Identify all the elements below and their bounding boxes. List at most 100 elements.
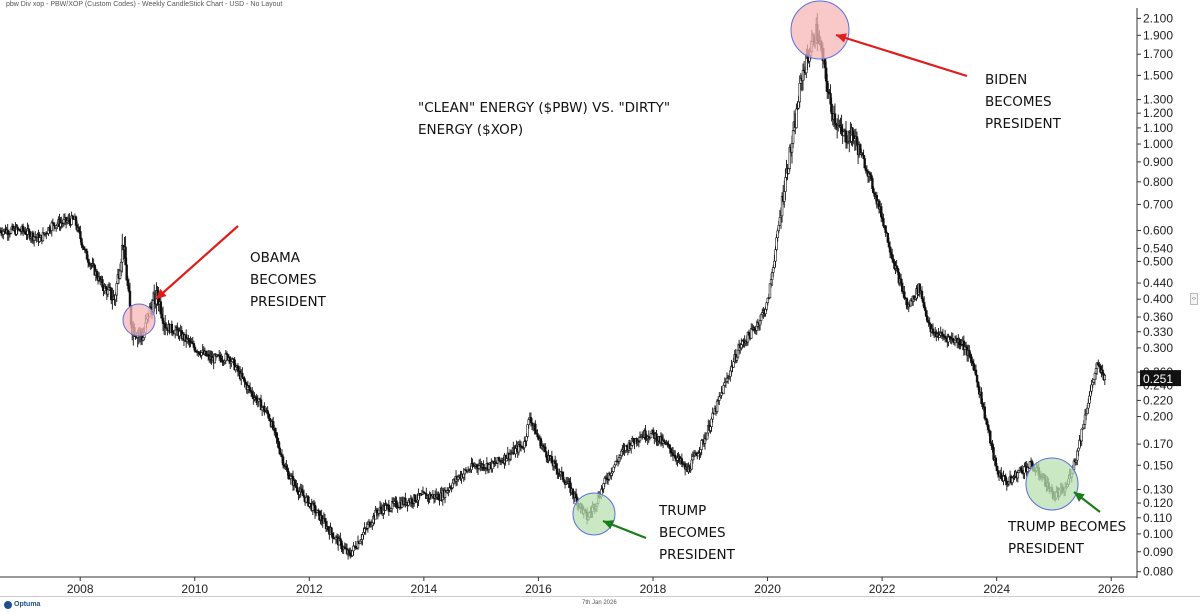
candle-body	[556, 468, 559, 474]
candle-body	[301, 491, 305, 496]
candle-body	[766, 297, 769, 304]
candle-body	[674, 454, 677, 459]
candle-body	[994, 457, 997, 467]
candle-body	[395, 500, 398, 508]
candle-body	[331, 533, 334, 539]
candle-body	[986, 424, 990, 431]
candle-body	[0, 230, 3, 234]
candle-body	[971, 360, 974, 364]
obama-line-3: PRESIDENT	[250, 294, 326, 310]
biden-annotation: BIDEN BECOMES PRESIDENT	[985, 69, 1061, 135]
candle-body	[784, 177, 787, 192]
candle-body	[1000, 472, 1003, 480]
candle-body	[691, 456, 695, 461]
candle-body	[141, 337, 145, 341]
candle-body	[610, 472, 613, 476]
candle-body	[124, 246, 127, 266]
candle-body	[361, 534, 364, 540]
trump-first-line-1: TRUMP	[659, 503, 707, 519]
candle-body	[164, 323, 167, 329]
candle-body	[351, 550, 354, 557]
candle-body	[823, 58, 827, 69]
candle-body	[953, 339, 957, 344]
candle-body	[366, 524, 370, 529]
candle-body	[278, 447, 281, 454]
y-tick-label: 1.300	[1143, 93, 1173, 107]
candle-body	[884, 225, 887, 233]
candle-body	[801, 70, 805, 81]
candle-body	[260, 407, 264, 411]
candle-body	[323, 518, 327, 523]
candle-body	[236, 365, 240, 372]
candle-body	[192, 343, 196, 348]
candle-body	[974, 369, 978, 376]
trump-second-line-1: TRUMP BECOMES	[1008, 519, 1127, 535]
candle-body	[891, 254, 894, 260]
candle-body	[248, 387, 252, 391]
obama-line-2: BECOMES	[250, 272, 317, 288]
candle-body	[899, 278, 903, 284]
candle-body	[970, 356, 973, 362]
candle-body	[668, 444, 671, 449]
y-tick-label: 1.700	[1143, 47, 1173, 61]
candle-body	[887, 242, 891, 248]
y-tick-label: 0.170	[1143, 437, 1173, 451]
candle-body	[125, 264, 128, 281]
biden-arrow-shaft	[835, 33, 968, 78]
candle-body	[1004, 476, 1007, 482]
biden-highlight-circle	[790, 0, 850, 60]
candle-body	[263, 405, 266, 413]
candle-body	[234, 366, 237, 371]
candle-body	[996, 470, 1000, 475]
candle-body	[980, 391, 983, 404]
candle-body	[38, 237, 41, 242]
axis-scroll-handle[interactable]: ‹›	[1190, 293, 1198, 305]
candle-body	[193, 347, 197, 352]
candle-body	[437, 494, 440, 500]
candle-body	[170, 323, 174, 332]
trump-first-annotation: TRUMP BECOMES PRESIDENT	[659, 500, 735, 566]
y-tick-label: 0.150	[1143, 458, 1173, 472]
candle-body	[562, 479, 566, 483]
optuma-logo-text: Optuma	[14, 601, 41, 608]
x-tick-label: 2026	[1098, 582, 1125, 596]
candle-body	[863, 158, 866, 169]
x-tick-label: 2014	[411, 582, 438, 596]
candle-body	[219, 354, 222, 359]
candle-body	[389, 508, 393, 511]
trump-second-line-2: PRESIDENT	[1008, 541, 1084, 557]
candle-body	[938, 335, 941, 338]
last-price-tag	[1140, 370, 1181, 387]
candle-body	[1092, 379, 1096, 383]
candle-body	[176, 326, 179, 331]
candle-body	[115, 283, 118, 296]
biden-line-3: PRESIDENT	[985, 116, 1061, 132]
candle-body	[888, 246, 892, 253]
candle-body	[119, 261, 123, 272]
candle-body	[676, 457, 679, 461]
candle-body	[104, 286, 107, 290]
trump-first-arrow-head	[603, 520, 614, 530]
candle-body	[750, 328, 753, 339]
candle-body	[266, 410, 269, 415]
candle-body	[281, 456, 285, 466]
candle-body	[872, 188, 875, 194]
candle-body	[241, 372, 244, 378]
y-tick-label: 0.360	[1143, 310, 1173, 324]
candle-body	[371, 522, 374, 526]
candle-body	[768, 283, 772, 299]
candle-body	[882, 218, 885, 227]
candle-body	[1083, 414, 1087, 425]
x-tick-label: 2010	[181, 582, 208, 596]
candle-body	[764, 309, 767, 314]
candle-body	[830, 103, 833, 115]
candle-body	[991, 443, 994, 448]
candle-body	[638, 437, 642, 442]
candle-body	[905, 297, 908, 306]
candle-body	[705, 432, 709, 440]
y-tick-label: 0.120	[1143, 496, 1173, 510]
candle-body	[903, 291, 906, 299]
y-tick-label: 0.100	[1143, 527, 1173, 541]
trump-second-arrow-head	[1074, 492, 1085, 502]
candle-body	[871, 178, 874, 189]
